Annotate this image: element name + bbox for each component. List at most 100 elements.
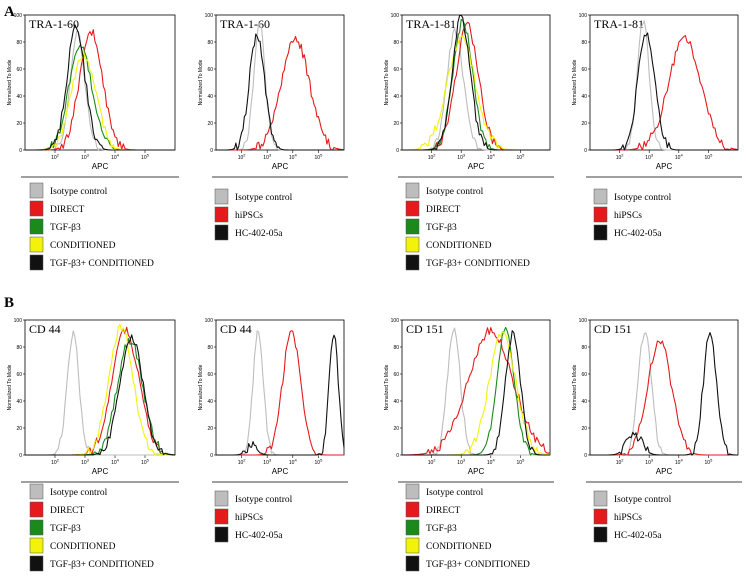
y-tick-label: 60 bbox=[581, 372, 587, 378]
legend-swatch bbox=[29, 200, 44, 217]
legend: Isotype control hiPSCs HC-402-05a bbox=[593, 490, 672, 543]
x-tick-label: 103 bbox=[645, 153, 654, 162]
y-tick-label: 40 bbox=[393, 399, 399, 405]
y-axis-label: Normalized To Mode bbox=[572, 364, 578, 410]
legend-label: Isotype control bbox=[50, 187, 108, 197]
histogram-series-line bbox=[590, 35, 739, 151]
y-tick-label: 80 bbox=[16, 345, 22, 351]
x-tick-label: 103 bbox=[457, 458, 466, 467]
legend-label: HC-402-05a bbox=[614, 531, 662, 541]
y-tick-label: 0 bbox=[19, 148, 22, 154]
legend-swatch bbox=[405, 218, 420, 235]
legend-swatch bbox=[593, 508, 608, 525]
chart-title: CD 44 bbox=[220, 322, 252, 336]
histogram-series-line bbox=[590, 332, 738, 456]
x-tick-label: 104 bbox=[675, 153, 684, 162]
y-tick-label: 40 bbox=[16, 399, 22, 405]
x-tick-label: 102 bbox=[238, 153, 247, 162]
legend-label: Isotype control bbox=[614, 495, 672, 505]
x-tick-label: 104 bbox=[487, 153, 496, 162]
y-tick-label: 100 bbox=[205, 13, 214, 19]
legend: Isotype control DIRECT TGF-β3 CONDITIONED TG… bbox=[405, 182, 530, 271]
y-tick-label: 20 bbox=[207, 121, 213, 127]
legend-label: HC-402-05a bbox=[235, 531, 283, 541]
chart-title: TRA-1-81 bbox=[406, 17, 456, 31]
legend-swatch bbox=[29, 519, 44, 536]
histogram-panel: Normalized To Mode 0 20 40 60 80 100 102 103 104 1… bbox=[384, 13, 554, 178]
x-tick-label: 105 bbox=[517, 458, 526, 467]
legend-label: TGF-β3 bbox=[426, 223, 457, 233]
y-tick-label: 20 bbox=[16, 426, 22, 432]
legend-swatch bbox=[214, 490, 229, 507]
legend-label: TGF-β3+ CONDITIONED bbox=[50, 259, 154, 269]
y-tick-label: 0 bbox=[396, 453, 399, 459]
x-tick-label: 102 bbox=[51, 458, 60, 467]
legend-label: CONDITIONED bbox=[50, 542, 116, 552]
legend-swatch bbox=[405, 236, 420, 253]
histogram-series-line bbox=[25, 44, 175, 151]
chart-title: TRA-1-81 bbox=[594, 17, 644, 31]
histogram-panels: Normalized To Mode 0 20 40 60 80 100 102 103 104 1… bbox=[7, 13, 742, 483]
y-tick-label: 40 bbox=[393, 94, 399, 100]
histogram-series-line bbox=[25, 323, 175, 456]
legend-swatch bbox=[214, 206, 229, 223]
y-tick-label: 20 bbox=[393, 426, 399, 432]
legend-label: hiPSCs bbox=[235, 211, 263, 221]
x-tick-label: 103 bbox=[81, 153, 90, 162]
x-tick-label: 104 bbox=[289, 153, 298, 162]
legend-swatch bbox=[214, 188, 229, 205]
legend-label: DIRECT bbox=[50, 506, 85, 516]
legend: Isotype control DIRECT TGF-β3 CONDITIONED TG… bbox=[405, 483, 530, 572]
y-tick-label: 60 bbox=[207, 372, 213, 378]
x-tick-label: 102 bbox=[616, 153, 625, 162]
legend-swatch bbox=[593, 490, 608, 507]
x-tick-label: 104 bbox=[111, 458, 120, 467]
y-axis-label: Normalized To Mode bbox=[7, 364, 13, 410]
y-tick-label: 80 bbox=[207, 40, 213, 46]
legend-swatch bbox=[593, 188, 608, 205]
x-tick-label: 105 bbox=[315, 458, 324, 467]
x-axis-label: APC bbox=[272, 467, 289, 476]
x-axis-label: APC bbox=[468, 162, 485, 171]
x-tick-label: 104 bbox=[289, 458, 298, 467]
legend-swatch bbox=[214, 508, 229, 525]
y-tick-label: 20 bbox=[207, 426, 213, 432]
histogram-series-line bbox=[25, 334, 175, 456]
x-tick-label: 105 bbox=[315, 153, 324, 162]
x-tick-label: 102 bbox=[428, 458, 437, 467]
y-axis-label: Normalized To Mode bbox=[198, 364, 204, 410]
legend-label: Isotype control bbox=[50, 488, 108, 498]
legend-label: hiPSCs bbox=[614, 513, 642, 523]
x-axis-label: APC bbox=[468, 467, 485, 476]
x-tick-label: 105 bbox=[141, 153, 150, 162]
histogram-series-line bbox=[590, 340, 738, 456]
histogram-series-line bbox=[590, 32, 738, 151]
histogram-series-line bbox=[25, 24, 175, 151]
plot-frame bbox=[589, 319, 739, 456]
y-tick-label: 20 bbox=[581, 121, 587, 127]
legend-label: TGF-β3 bbox=[50, 524, 81, 534]
y-axis-label: Normalized To Mode bbox=[572, 59, 578, 105]
y-tick-label: 60 bbox=[393, 67, 399, 73]
chart-title: CD 151 bbox=[594, 322, 632, 336]
legend-label: TGF-β3+ CONDITIONED bbox=[50, 560, 154, 570]
legend-swatch bbox=[405, 254, 420, 271]
y-axis-label: Normalized To Mode bbox=[7, 59, 13, 105]
histogram-panel: Normalized To Mode 0 20 40 60 80 100 102 103 104 1… bbox=[7, 13, 179, 178]
legend-swatch bbox=[29, 501, 44, 518]
plot-frame bbox=[215, 14, 345, 151]
x-axis-label: APC bbox=[272, 162, 289, 171]
legend: Isotype control DIRECT TGF-β3 CONDITIONED TG… bbox=[29, 182, 154, 271]
histogram-series-line bbox=[216, 33, 344, 151]
legend-label: DIRECT bbox=[50, 205, 85, 215]
legend-label: TGF-β3 bbox=[426, 524, 457, 534]
legend-swatch bbox=[405, 519, 420, 536]
y-tick-label: 80 bbox=[393, 345, 399, 351]
legend-swatch bbox=[29, 236, 44, 253]
legend-swatch bbox=[29, 537, 44, 554]
legend-swatch bbox=[405, 555, 420, 572]
histogram-series-line bbox=[402, 330, 551, 456]
x-axis-label: APC bbox=[656, 162, 673, 171]
x-tick-label: 102 bbox=[238, 458, 247, 467]
